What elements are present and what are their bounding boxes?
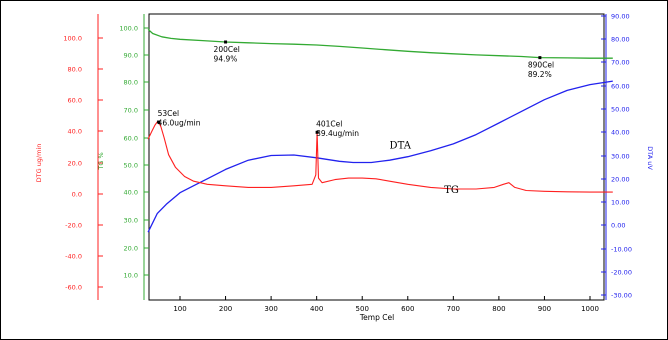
x-tick-label: 400 [310, 305, 323, 313]
dta-tick-label: -20.00 [611, 269, 632, 277]
tg-tick-label: 20.0 [124, 245, 138, 253]
dta-tick-label: 50.00 [611, 106, 630, 114]
dta-tick-label: 70.00 [611, 59, 630, 67]
dta-tick-label: -30.00 [611, 292, 632, 300]
x-tick-label: 1000 [581, 305, 599, 313]
annotation-label: 94.9% [214, 54, 238, 63]
dta-tick-label: 20.00 [611, 176, 630, 184]
tg-axis-label: TG % [97, 152, 105, 170]
tg-tick-label: 80.0 [124, 79, 138, 87]
dtg-tick-label: 20.0 [68, 160, 82, 168]
dta-tick-label: 80.00 [611, 36, 630, 44]
dta-tick-label: 10.00 [611, 199, 630, 207]
annotation-label: 401Cel [316, 119, 342, 128]
tg-tick-label: 30.0 [124, 217, 138, 225]
dtg-series-line [147, 121, 613, 193]
tg-series-line [147, 28, 613, 59]
dtg-tick-label: 100.0 [63, 35, 82, 43]
dta-tick-label: 30.00 [611, 153, 630, 161]
annotation-marker [224, 40, 228, 44]
x-tick-label: 700 [447, 305, 460, 313]
x-axis-label: Temp Cel [359, 313, 394, 322]
tg-tick-label: 40.0 [124, 189, 138, 197]
annotation-label: 890Cel [528, 61, 554, 70]
annotation-label: 200Cel [214, 45, 240, 54]
dtg-tick-label: -40.0 [65, 253, 82, 261]
x-tick-label: 500 [356, 305, 369, 313]
tg-tick-label: 100.0 [119, 25, 138, 33]
tg-tick-label: 60.0 [124, 135, 138, 143]
annotation-label: 39.4ug/min [316, 129, 359, 138]
dta-tick-label: 60.00 [611, 83, 630, 91]
dtg-axis-label: DTG ug/min [35, 144, 43, 183]
tg-tick-label: 10.0 [124, 272, 138, 280]
tg-tick-label: 70.0 [124, 107, 138, 115]
x-tick-label: 100 [173, 305, 186, 313]
x-tick-label: 800 [492, 305, 505, 313]
tg-tick-label: 50.0 [124, 162, 138, 170]
annotation-label: 89.2% [528, 70, 552, 79]
x-tick-label: 300 [264, 305, 277, 313]
dta-tick-label: -10.00 [611, 246, 632, 254]
annotation-marker [315, 130, 319, 134]
annotation-label: 46.0ug/min [158, 119, 201, 128]
annotation-marker [538, 56, 542, 60]
dtg-tick-label: 0.0 [72, 191, 82, 199]
x-tick-label: 900 [538, 305, 551, 313]
annotation-marker [157, 120, 161, 124]
x-tick-label: 200 [219, 305, 232, 313]
tg-tick-label: 90.0 [124, 52, 138, 60]
x-tick-label: 600 [401, 305, 414, 313]
annotation-label: 53Cel [158, 109, 179, 118]
dta-series-line [147, 80, 613, 233]
curve-label: DTA [390, 141, 412, 152]
dtg-tick-label: 60.0 [68, 97, 82, 105]
dta-axis-label: DTA uV [646, 146, 654, 170]
dtg-tick-label: 40.0 [68, 128, 82, 136]
dtg-tick-label: -20.0 [65, 222, 82, 230]
dta-tick-label: 40.00 [611, 129, 630, 137]
dta-tick-label: 90.00 [611, 13, 630, 21]
dtg-tick-label: 80.0 [68, 66, 82, 74]
curve-label: TG [444, 185, 459, 196]
dtg-tick-label: -60.0 [65, 284, 82, 292]
dta-tick-label: 0.00 [611, 222, 625, 230]
plot-area [148, 13, 605, 301]
